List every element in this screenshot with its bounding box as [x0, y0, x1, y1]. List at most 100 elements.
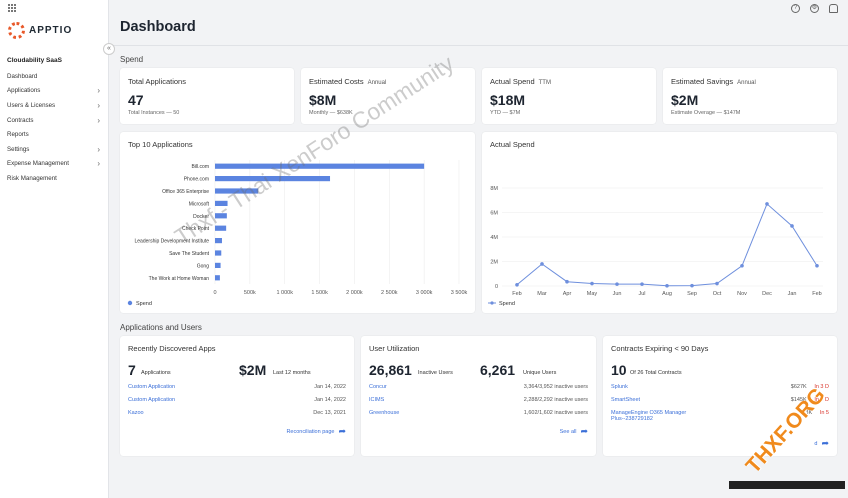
page-title: Dashboard	[120, 19, 196, 35]
data-point	[690, 283, 694, 288]
contract-link[interactable]: Splunk	[611, 384, 628, 390]
data-point	[740, 263, 744, 268]
category-label: Microsoft	[189, 201, 210, 207]
see-all-link[interactable]: See all ➦	[560, 426, 588, 437]
bar	[215, 262, 221, 268]
x-tick-label: 2 000k	[346, 290, 363, 296]
sidebar-item-expense-management[interactable]: Expense Management ›	[0, 157, 108, 172]
data-point	[615, 282, 619, 286]
sidebar-item-contracts[interactable]: Contracts ›	[0, 113, 108, 128]
user-utilization-card: User Utilization 26,861 Inactive Users 6…	[361, 336, 596, 456]
apps-count: 7	[128, 362, 136, 378]
sidebar-item-dashboard[interactable]: Dashboard	[0, 69, 108, 84]
sidebar-item-label: Applications	[7, 87, 41, 95]
app-link[interactable]: Kazoo	[128, 410, 144, 416]
card-title: Actual Spend	[490, 140, 535, 149]
card-title: Top 10 Applications	[128, 140, 193, 149]
share-arrow-icon: ➦	[338, 426, 346, 436]
kpi-subtext: Monthly — $638K	[309, 110, 353, 116]
bar	[215, 188, 259, 194]
kpi-tag: Annual	[737, 80, 756, 86]
list-item[interactable]: Splunk $627K In 3 D	[611, 384, 829, 396]
contract-link[interactable]: SmartSheet	[611, 397, 641, 403]
brand-logo[interactable]: APPTIO	[8, 22, 72, 39]
app-link[interactable]: Custom Application	[128, 384, 176, 390]
y-tick-label: 2M	[490, 260, 498, 266]
kpi-value: 47	[128, 92, 144, 108]
inactive-users-label: Inactive Users	[418, 370, 453, 376]
bar	[215, 200, 228, 206]
user-icon[interactable]	[829, 4, 838, 13]
data-point	[815, 263, 819, 268]
sidebar-item-label: Reports	[7, 131, 29, 139]
app-link[interactable]: ICIMS	[369, 397, 385, 403]
app-date: Dec 13, 2021	[313, 410, 346, 416]
x-tick-label: Jun	[613, 291, 622, 297]
list-item[interactable]: Kazoo Dec 13, 2021	[128, 410, 346, 422]
data-point	[665, 283, 669, 288]
unique-users-label: Unique Users	[523, 370, 557, 376]
data-point	[790, 224, 794, 228]
kpi-title-text: Estimated Costs	[309, 77, 364, 86]
chevron-right-icon: ›	[97, 144, 100, 154]
chevron-right-icon: ›	[97, 159, 100, 169]
help-icon[interactable]: ?	[791, 4, 800, 13]
list-item[interactable]: Greenhouse 1,602/1,602 inactive users	[369, 410, 588, 422]
sidebar-item-settings[interactable]: Settings ›	[0, 142, 108, 157]
sidebar-item-label: Risk Management	[7, 174, 57, 182]
contract-link[interactable]: ManageEngine O365 Manager Plus--23872918…	[611, 410, 687, 422]
kpi-card-total-applications[interactable]: Total Applications 47 Total Instances — …	[120, 68, 294, 124]
apps-count-label: Applications	[141, 370, 171, 376]
x-tick-label: 3 500k	[451, 290, 468, 296]
header-divider	[109, 45, 848, 46]
list-item[interactable]: Custom Application Jan 14, 2022	[128, 384, 346, 396]
kpi-value: $18M	[490, 92, 526, 108]
list-item[interactable]: Concur 3,364/3,952 inactive users	[369, 384, 588, 396]
list-item[interactable]: Custom Application Jan 14, 2022	[128, 397, 346, 409]
collapse-sidebar-button[interactable]: «	[103, 43, 115, 55]
app-link[interactable]: Custom Application	[128, 397, 176, 403]
top-10-applications-card: Top 10 Applications 0 500k 1 000k 1 500k 2 0…	[120, 132, 475, 313]
x-tick-label: Feb	[512, 291, 521, 297]
category-label: Docker	[193, 214, 209, 220]
bar	[215, 225, 227, 231]
y-tick-label: 4M	[490, 235, 498, 241]
contract-due: In 5	[819, 410, 829, 416]
app-link[interactable]: Greenhouse	[369, 410, 400, 416]
contracts-link[interactable]: d ➦	[814, 438, 829, 449]
app-date: Jan 14, 2022	[314, 397, 346, 403]
inactive-users-value: 2,288/2,292 inactive users	[523, 397, 588, 403]
list-item[interactable]: SmartSheet $145K In 3 D	[611, 397, 829, 409]
kpi-title: Estimated Savings Annual	[671, 77, 756, 86]
kpi-card-estimated-savings[interactable]: Estimated Savings Annual $2M Estimate Ove…	[663, 68, 837, 124]
data-point	[640, 282, 644, 286]
category-label: The Work at Home Woman	[149, 276, 210, 282]
contract-value: $145K	[790, 397, 807, 403]
sidebar-item-users-licenses[interactable]: Users & Licenses ›	[0, 98, 108, 113]
unique-users-count: 6,261	[480, 362, 516, 378]
kpi-subtext: Estimate Overage — $147M	[671, 110, 741, 116]
reconciliation-page-link[interactable]: Reconciliation page ➦	[286, 426, 346, 437]
app-grid-icon[interactable]	[8, 4, 16, 12]
x-tick-label: 2 500k	[381, 290, 398, 296]
contract-value: $3K	[802, 410, 813, 416]
kpi-card-estimated-costs[interactable]: Estimated Costs Annual $8M Monthly — $638…	[301, 68, 475, 124]
settings-icon[interactable]: ⚙	[810, 4, 819, 13]
kpi-title: Total Applications	[128, 77, 190, 86]
x-tick-label: Dec	[762, 291, 772, 297]
x-tick-label: Jan	[788, 291, 797, 297]
app-link[interactable]: Concur	[369, 384, 387, 390]
sidebar-item-risk-management[interactable]: Risk Management	[0, 171, 108, 186]
y-tick-label: 8M	[490, 186, 498, 192]
data-point	[565, 279, 569, 284]
list-item[interactable]: ICIMS 2,288/2,292 inactive users	[369, 397, 588, 409]
link-label: Reconciliation page	[286, 428, 335, 435]
sidebar-item-applications[interactable]: Applications ›	[0, 84, 108, 99]
y-tick-label: 6M	[490, 211, 498, 217]
sidebar-item-label: Users & Licenses	[7, 101, 56, 109]
bar	[215, 213, 227, 219]
share-arrow-icon: ➦	[821, 438, 829, 448]
sidebar-item-reports[interactable]: Reports	[0, 127, 108, 142]
kpi-card-actual-spend[interactable]: Actual Spend TTM $18M YTD — $7M	[482, 68, 656, 124]
list-item[interactable]: ManageEngine O365 Manager Plus--23872918…	[611, 410, 829, 432]
